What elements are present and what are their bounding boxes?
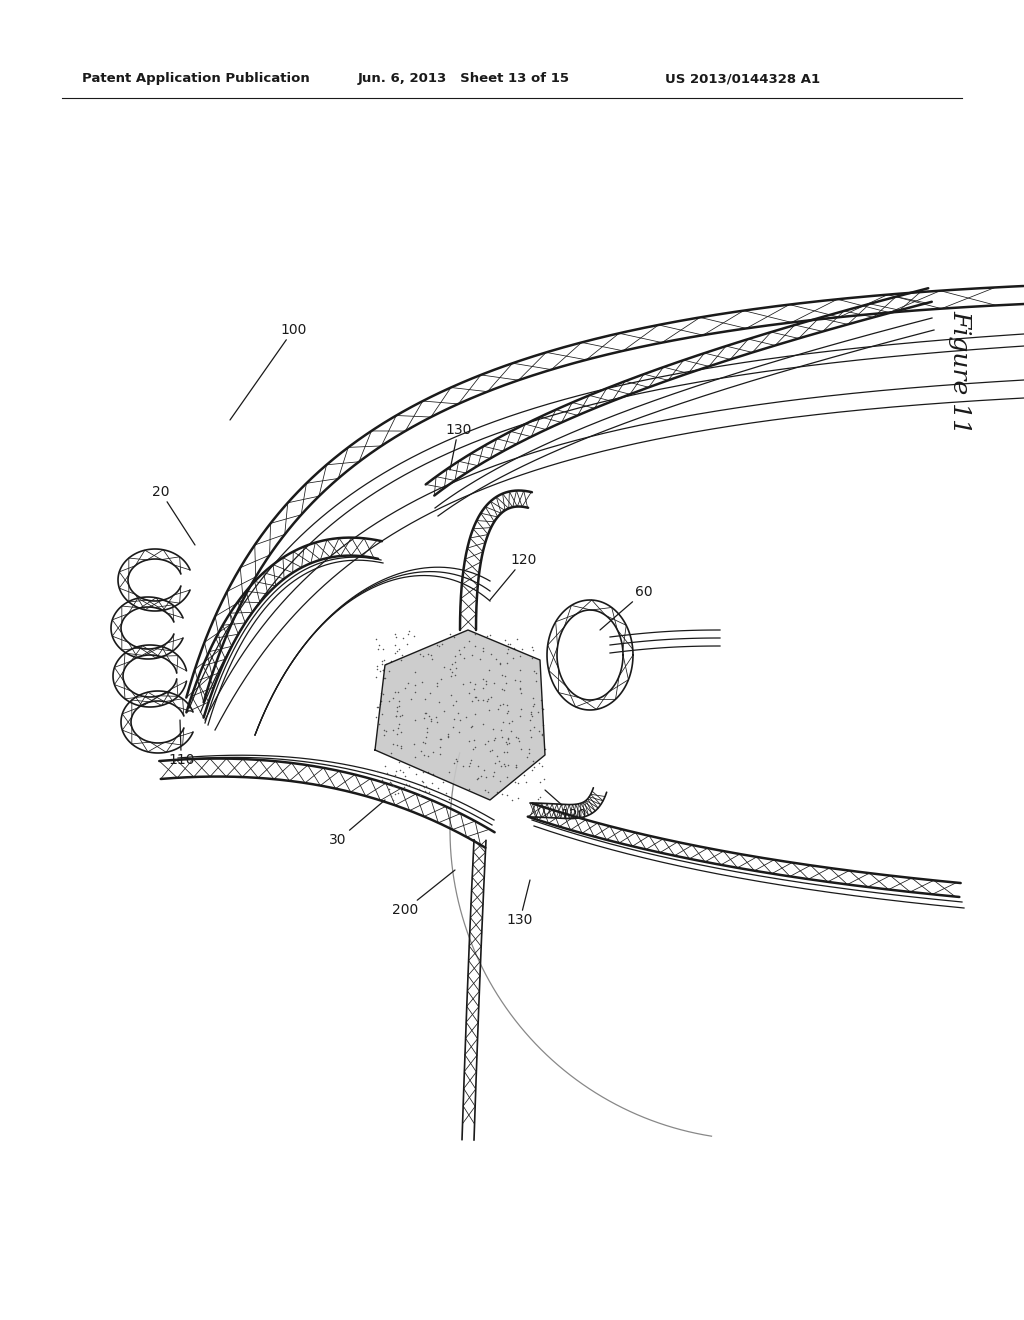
Text: US 2013/0144328 A1: US 2013/0144328 A1 bbox=[665, 73, 820, 84]
Text: Patent Application Publication: Patent Application Publication bbox=[82, 73, 309, 84]
Text: 100: 100 bbox=[230, 323, 306, 420]
Text: 60: 60 bbox=[600, 585, 652, 630]
Text: 200: 200 bbox=[392, 870, 455, 917]
Text: 120: 120 bbox=[490, 553, 537, 601]
Text: Jun. 6, 2013   Sheet 13 of 15: Jun. 6, 2013 Sheet 13 of 15 bbox=[358, 73, 570, 84]
Text: 130: 130 bbox=[507, 880, 534, 927]
Text: 120: 120 bbox=[545, 789, 587, 822]
Polygon shape bbox=[375, 630, 545, 800]
Text: 130: 130 bbox=[445, 422, 471, 470]
Text: Figure 11: Figure 11 bbox=[948, 310, 972, 434]
Text: 30: 30 bbox=[330, 800, 385, 847]
Text: 110: 110 bbox=[168, 719, 195, 767]
Text: 20: 20 bbox=[152, 484, 195, 545]
